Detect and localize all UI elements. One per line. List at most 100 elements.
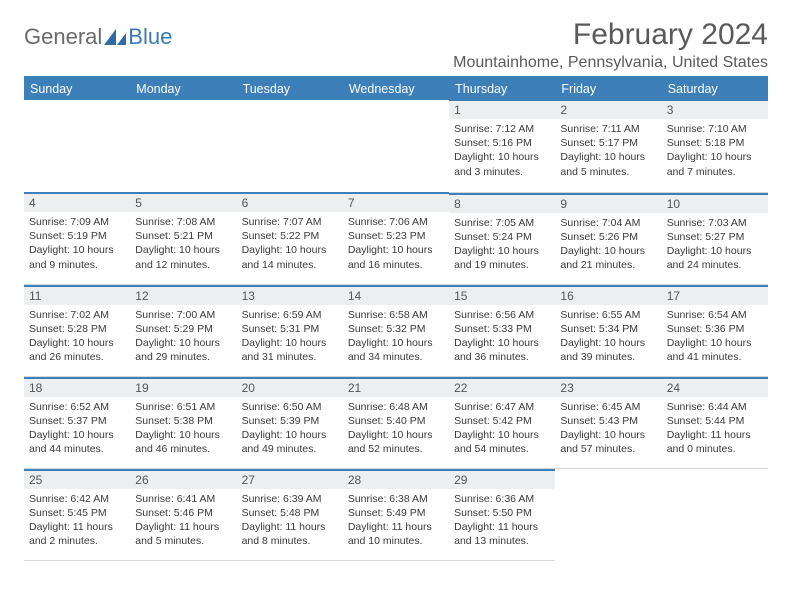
sunset-line: Sunset: 5:43 PM (560, 414, 656, 428)
sunrise-line: Sunrise: 7:06 AM (348, 215, 444, 229)
calendar-cell: 7Sunrise: 7:06 AMSunset: 5:23 PMDaylight… (343, 192, 449, 284)
location-text: Mountainhome, Pennsylvania, United State… (453, 54, 768, 72)
calendar-cell: 14 Sunrise: 6:58 AMSunset: 5:32 PMDayligh… (343, 284, 449, 376)
sunrise-line: Sunrise: 7:10 AM (667, 122, 763, 136)
daylight-line: Daylight: 10 hours and 44 minutes. (29, 428, 125, 456)
calendar-cell: 25Sunrise: 6:42 AMSunset: 5:45 PMDayligh… (24, 468, 130, 560)
calendar-cell: 28Sunrise: 6:38 AMSunset: 5:49 PMDayligh… (343, 468, 449, 560)
sunset-line: Sunset: 5:39 PM (242, 414, 338, 428)
calendar-row: 11Sunrise: 7:02 AMSunset: 5:28 PMDayligh… (24, 284, 768, 376)
sunrise-line: Sunrise: 7:08 AM (135, 215, 231, 229)
day-number: 22 (449, 377, 555, 397)
day-number: 4 (24, 192, 130, 212)
sunset-line: Sunset: 5:21 PM (135, 229, 231, 243)
sunrise-line: Sunrise: 6:42 AM (29, 492, 125, 506)
sunset-line: Sunset: 5:46 PM (135, 506, 231, 520)
calendar-cell: 23Sunrise: 6:45 AMSunset: 5:43 PMDayligh… (555, 376, 661, 468)
sunrise-line: Sunrise: 6:39 AM (242, 492, 338, 506)
calendar-row: 4Sunrise: 7:09 AMSunset: 5:19 PMDaylight… (24, 192, 768, 284)
sunset-line: Sunset: 5:40 PM (348, 414, 444, 428)
day-details: Sunrise: 6:59 AMSunset: 5:31 PMDaylight:… (237, 305, 343, 369)
day-number: 18 (24, 377, 130, 397)
sunset-line: Sunset: 5:38 PM (135, 414, 231, 428)
day-number: 20 (237, 377, 343, 397)
calendar-table: SundayMondayTuesdayWednesdayThursdayFrid… (24, 76, 768, 561)
daylight-line: Daylight: 10 hours and 3 minutes. (454, 150, 550, 178)
sunrise-line: Sunrise: 7:00 AM (135, 308, 231, 322)
day-details: Sunrise: 7:03 AMSunset: 5:27 PMDaylight:… (662, 213, 768, 277)
day-details: Sunrise: 7:11 AMSunset: 5:17 PMDaylight:… (555, 119, 661, 183)
daylight-line: Daylight: 11 hours and 5 minutes. (135, 520, 231, 548)
day-number: 24 (662, 377, 768, 397)
daylight-line: Daylight: 10 hours and 57 minutes. (560, 428, 656, 456)
calendar-cell: 5Sunrise: 7:08 AMSunset: 5:21 PMDaylight… (130, 192, 236, 284)
calendar-cell: 20Sunrise: 6:50 AMSunset: 5:39 PMDayligh… (237, 376, 343, 468)
calendar-cell: 22Sunrise: 6:47 AMSunset: 5:42 PMDayligh… (449, 376, 555, 468)
sunset-line: Sunset: 5:44 PM (667, 414, 763, 428)
calendar-cell: 11Sunrise: 7:02 AMSunset: 5:28 PMDayligh… (24, 284, 130, 376)
logo-text-general: General (24, 24, 102, 50)
day-details: Sunrise: 7:00 AMSunset: 5:29 PMDaylight:… (130, 305, 236, 369)
sunrise-line: Sunrise: 6:38 AM (348, 492, 444, 506)
weekday-header: Tuesday (237, 77, 343, 100)
logo-sail-icon (104, 29, 126, 45)
day-number: 3 (662, 100, 768, 119)
sunrise-line: Sunrise: 6:41 AM (135, 492, 231, 506)
weekday-header: Thursday (449, 77, 555, 100)
calendar-cell: 26Sunrise: 6:41 AMSunset: 5:46 PMDayligh… (130, 468, 236, 560)
day-number: 27 (237, 469, 343, 489)
daylight-line: Daylight: 10 hours and 5 minutes. (560, 150, 656, 178)
day-details: Sunrise: 7:04 AMSunset: 5:26 PMDaylight:… (555, 213, 661, 277)
calendar-cell (343, 100, 449, 192)
sunset-line: Sunset: 5:18 PM (667, 136, 763, 150)
weekday-header: Friday (555, 77, 661, 100)
sunset-line: Sunset: 5:32 PM (348, 322, 444, 336)
calendar-cell (24, 100, 130, 192)
day-details: Sunrise: 7:05 AMSunset: 5:24 PMDaylight:… (449, 213, 555, 277)
sunrise-line: Sunrise: 6:58 AM (348, 308, 444, 322)
day-details: Sunrise: 6:55 AMSunset: 5:34 PMDaylight:… (555, 305, 661, 369)
daylight-line: Daylight: 10 hours and 39 minutes. (560, 336, 656, 364)
day-details: Sunrise: 6:42 AMSunset: 5:45 PMDaylight:… (24, 489, 130, 553)
day-number: 26 (130, 469, 236, 489)
sunrise-line: Sunrise: 6:55 AM (560, 308, 656, 322)
sunrise-line: Sunrise: 6:59 AM (242, 308, 338, 322)
day-number: 12 (130, 285, 236, 305)
daylight-line: Daylight: 10 hours and 34 minutes. (348, 336, 444, 364)
sunset-line: Sunset: 5:31 PM (242, 322, 338, 336)
day-details: Sunrise: 7:09 AMSunset: 5:19 PMDaylight:… (24, 212, 130, 276)
day-details: Sunrise: 6:47 AMSunset: 5:42 PMDaylight:… (449, 397, 555, 461)
day-number: 14 (343, 285, 449, 305)
calendar-cell: 4Sunrise: 7:09 AMSunset: 5:19 PMDaylight… (24, 192, 130, 284)
sunset-line: Sunset: 5:42 PM (454, 414, 550, 428)
sunset-line: Sunset: 5:28 PM (29, 322, 125, 336)
calendar-cell (130, 100, 236, 192)
logo: General Blue (24, 24, 172, 50)
sunset-line: Sunset: 5:36 PM (667, 322, 763, 336)
weekday-header: Sunday (24, 77, 130, 100)
sunrise-line: Sunrise: 7:05 AM (454, 216, 550, 230)
day-details: Sunrise: 6:48 AMSunset: 5:40 PMDaylight:… (343, 397, 449, 461)
weekday-header-row: SundayMondayTuesdayWednesdayThursdayFrid… (24, 77, 768, 100)
calendar-cell: 15Sunrise: 6:56 AMSunset: 5:33 PMDayligh… (449, 284, 555, 376)
day-details: Sunrise: 7:06 AMSunset: 5:23 PMDaylight:… (343, 212, 449, 276)
calendar-cell: 19Sunrise: 6:51 AMSunset: 5:38 PMDayligh… (130, 376, 236, 468)
sunrise-line: Sunrise: 6:50 AM (242, 400, 338, 414)
daylight-line: Daylight: 11 hours and 10 minutes. (348, 520, 444, 548)
daylight-line: Daylight: 10 hours and 7 minutes. (667, 150, 763, 178)
day-details: Sunrise: 6:41 AMSunset: 5:46 PMDaylight:… (130, 489, 236, 553)
daylight-line: Daylight: 10 hours and 24 minutes. (667, 244, 763, 272)
calendar-cell: 13Sunrise: 6:59 AMSunset: 5:31 PMDayligh… (237, 284, 343, 376)
sunrise-line: Sunrise: 7:04 AM (560, 216, 656, 230)
sunrise-line: Sunrise: 7:07 AM (242, 215, 338, 229)
day-details: Sunrise: 6:54 AMSunset: 5:36 PMDaylight:… (662, 305, 768, 369)
day-number: 9 (555, 193, 661, 213)
sunset-line: Sunset: 5:37 PM (29, 414, 125, 428)
sunrise-line: Sunrise: 6:47 AM (454, 400, 550, 414)
calendar-cell (555, 468, 661, 560)
daylight-line: Daylight: 10 hours and 52 minutes. (348, 428, 444, 456)
calendar-row: 25Sunrise: 6:42 AMSunset: 5:45 PMDayligh… (24, 468, 768, 560)
sunrise-line: Sunrise: 6:52 AM (29, 400, 125, 414)
title-block: February 2024 Mountainhome, Pennsylvania… (453, 18, 768, 72)
month-title: February 2024 (453, 18, 768, 52)
